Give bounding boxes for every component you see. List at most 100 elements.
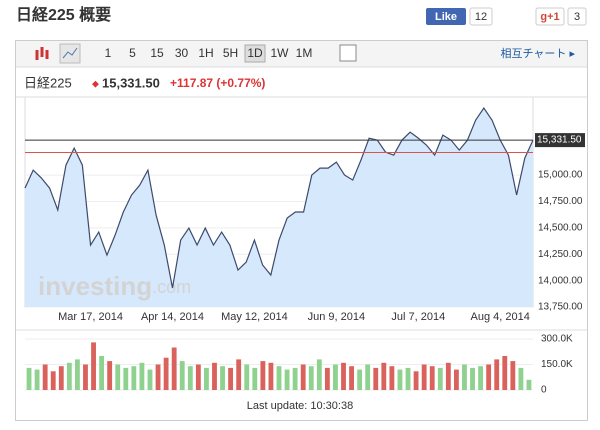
- interval-button[interactable]: 30: [175, 46, 189, 60]
- volume-bar: [123, 367, 129, 390]
- price-line: [24, 107, 534, 289]
- like-count: 12: [475, 11, 487, 23]
- volume-bar: [139, 362, 145, 390]
- volume-bar: [107, 361, 113, 390]
- volume-bar: [357, 369, 363, 390]
- line-icon: [62, 47, 78, 59]
- interval-button[interactable]: 1D: [247, 46, 263, 60]
- quote-name: 日経225: [24, 75, 72, 90]
- y-tick-label: 300.0K: [541, 334, 573, 345]
- volume-bar: [413, 371, 419, 390]
- volume-bar: [324, 367, 330, 390]
- x-tick-label: Jul 7, 2014: [391, 311, 445, 323]
- y-tick-label: 150.0K: [541, 359, 573, 370]
- x-tick-label: Mar 17, 2014: [58, 311, 123, 323]
- volume-bar: [316, 359, 322, 390]
- y-tick-label: 13,750.00: [538, 302, 583, 313]
- last-price-label: 15,331.50: [537, 135, 582, 146]
- interval-button[interactable]: 1M: [296, 46, 313, 60]
- last-price-box: [535, 133, 585, 148]
- volume-bar: [389, 366, 395, 390]
- x-tick-label: Jun 9, 2014: [308, 311, 366, 323]
- interval-button[interactable]: 5H: [223, 46, 238, 60]
- gplus-label: g+1: [540, 11, 559, 23]
- volume-bar: [99, 356, 105, 390]
- area-fill: [25, 108, 533, 307]
- volume-bar: [228, 367, 234, 390]
- x-tick-label: Aug 4, 2014: [471, 311, 530, 323]
- volume-bar: [462, 364, 467, 390]
- interval-button[interactable]: 15: [150, 46, 164, 60]
- volume-bar: [526, 379, 532, 390]
- gplus-count: 3: [574, 11, 580, 23]
- volume-bar: [308, 366, 314, 390]
- volume-bar: [220, 366, 225, 390]
- volume-bar: [236, 359, 242, 390]
- volume-bar: [453, 369, 459, 390]
- volume-bar: [179, 361, 185, 390]
- y-tick-label: 14,500.00: [538, 222, 583, 233]
- y-tick-label: 0: [541, 385, 547, 396]
- volume-bar: [268, 362, 274, 390]
- volume-bar: [74, 359, 80, 390]
- volume-bar: [397, 369, 403, 390]
- volume-bar: [131, 366, 137, 390]
- volume-bar: [494, 359, 500, 390]
- candle-icon[interactable]: [35, 47, 49, 60]
- volume-bar: [437, 367, 443, 390]
- volume-bar: [478, 366, 484, 390]
- y-tick-label: 14,750.00: [538, 196, 583, 207]
- volume-bar: [365, 364, 371, 390]
- active-interval: [244, 44, 266, 63]
- interval-button[interactable]: 1: [105, 46, 112, 60]
- volume-bar: [292, 367, 298, 390]
- volume-bar: [341, 362, 346, 390]
- quote-change: +117.87 (+0.77%): [170, 76, 265, 90]
- interval-button[interactable]: 1W: [271, 46, 290, 60]
- like-count-box: [469, 7, 493, 26]
- toolbar: [16, 41, 587, 67]
- volume-bar: [244, 364, 250, 390]
- settings-button[interactable]: [339, 44, 357, 62]
- volume-bar: [502, 356, 508, 390]
- x-tick-label: May 12, 2014: [221, 311, 288, 323]
- volume-bar: [349, 366, 354, 390]
- volume-bar: [421, 364, 427, 390]
- volume-bar: [50, 371, 56, 390]
- volume-bar: [486, 364, 492, 390]
- volume-bar: [195, 364, 201, 390]
- volume-bar: [276, 366, 282, 390]
- quote-price: 15,331.50: [102, 75, 160, 90]
- volume-bar: [212, 362, 217, 390]
- volume-bar: [260, 361, 266, 390]
- volume-bar: [147, 369, 153, 390]
- x-tick-label: Apr 14, 2014: [141, 311, 204, 323]
- volume-bar: [204, 367, 209, 390]
- volume-bar: [163, 357, 169, 390]
- volume-bar: [373, 367, 379, 390]
- interval-button[interactable]: 1H: [198, 46, 213, 60]
- y-tick-label: 15,000.00: [538, 170, 583, 181]
- volume-bar: [429, 366, 435, 390]
- gplus-count-box: [567, 7, 587, 26]
- page-title: 日経225 概要: [16, 5, 111, 24]
- volume-bar: [26, 367, 32, 390]
- watermark: investing.com: [38, 271, 191, 301]
- compare-link[interactable]: 相互チャート ▸: [501, 47, 576, 60]
- gplus-button[interactable]: [535, 7, 565, 26]
- interval-button[interactable]: 5: [129, 46, 136, 60]
- volume-bar: [445, 362, 451, 390]
- like-button[interactable]: [426, 8, 466, 25]
- volume-bar: [381, 362, 387, 390]
- volume-bar: [300, 364, 306, 390]
- volume-bar: [333, 364, 338, 390]
- volume-bar: [284, 369, 290, 390]
- volume-bar: [66, 362, 72, 390]
- volume-bar: [187, 366, 193, 390]
- volume-bar: [155, 364, 161, 390]
- volume-bar: [115, 364, 121, 390]
- up-marker: ◆: [92, 78, 99, 88]
- volume-bar: [518, 367, 524, 390]
- volume-bar: [42, 364, 48, 390]
